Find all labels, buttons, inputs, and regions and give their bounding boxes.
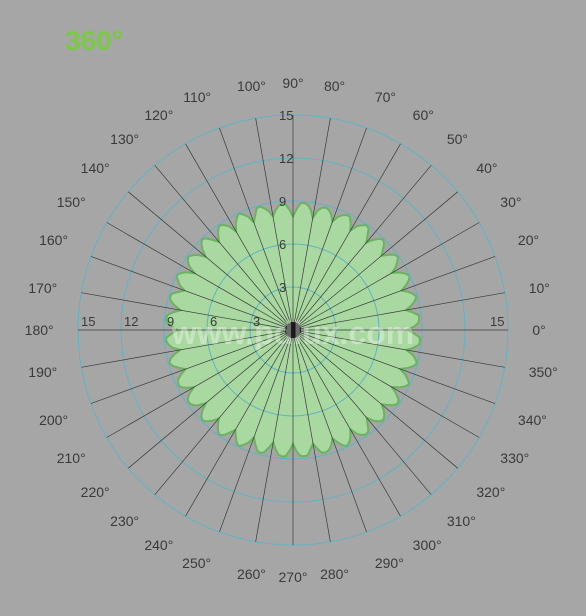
angle-label: 110° [183, 89, 211, 105]
angle-label: 250° [182, 555, 211, 571]
radial-tick-label-vertical: 6 [279, 237, 286, 252]
angle-label: 220° [81, 484, 110, 500]
angle-label: 10° [529, 280, 550, 296]
polar-chart-container: 360° www.pdlux.com 0°10°20°30°40°50°60°7… [0, 0, 586, 616]
angle-label: 320° [476, 484, 505, 500]
angle-label: 160° [39, 232, 68, 248]
angle-label: 230° [110, 513, 139, 529]
angle-label: 20° [518, 232, 539, 248]
angle-label: 40° [476, 160, 497, 176]
angle-label: 210° [57, 450, 86, 466]
angle-label: 310° [447, 513, 476, 529]
radial-tick-label-vertical: 9 [279, 194, 286, 209]
angle-label: 280° [320, 566, 349, 582]
angle-label: 240° [144, 537, 173, 553]
radial-tick-label: 6 [210, 314, 217, 329]
radial-tick-label-vertical: 3 [279, 280, 286, 295]
radial-tick-label-vertical: 15 [279, 108, 293, 123]
angle-label: 150° [57, 194, 86, 210]
angle-label: 50° [447, 131, 468, 147]
angle-label: 60° [413, 107, 434, 123]
angle-label: 120° [144, 107, 173, 123]
center-dot [285, 322, 301, 338]
angle-label: 0° [532, 322, 545, 338]
angle-label: 260° [237, 566, 266, 582]
angle-label: 350° [529, 364, 558, 380]
angle-label: 300° [413, 537, 442, 553]
angle-label: 70° [375, 89, 396, 105]
angle-label: 270° [279, 569, 308, 585]
angle-label: 200° [39, 412, 68, 428]
angle-label: 100° [237, 78, 266, 94]
angle-label: 140° [81, 160, 110, 176]
polar-chart-svg [0, 0, 586, 616]
radial-tick-label: 3 [253, 314, 260, 329]
angle-label: 290° [375, 555, 404, 571]
angle-label: 330° [500, 450, 529, 466]
angle-label: 170° [28, 280, 57, 296]
angle-label: 190° [28, 364, 57, 380]
radial-tick-label: 12 [124, 314, 138, 329]
angle-label: 340° [518, 412, 547, 428]
angle-label: 90° [282, 75, 303, 91]
radial-tick-label: 9 [167, 314, 174, 329]
angle-label: 180° [25, 322, 54, 338]
radial-tick-label-vertical: 12 [279, 151, 293, 166]
angle-label: 80° [324, 78, 345, 94]
radial-tick-label: 15 [81, 314, 95, 329]
angle-label: 130° [110, 131, 139, 147]
radial-tick-label: 15 [490, 314, 504, 329]
angle-label: 30° [500, 194, 521, 210]
